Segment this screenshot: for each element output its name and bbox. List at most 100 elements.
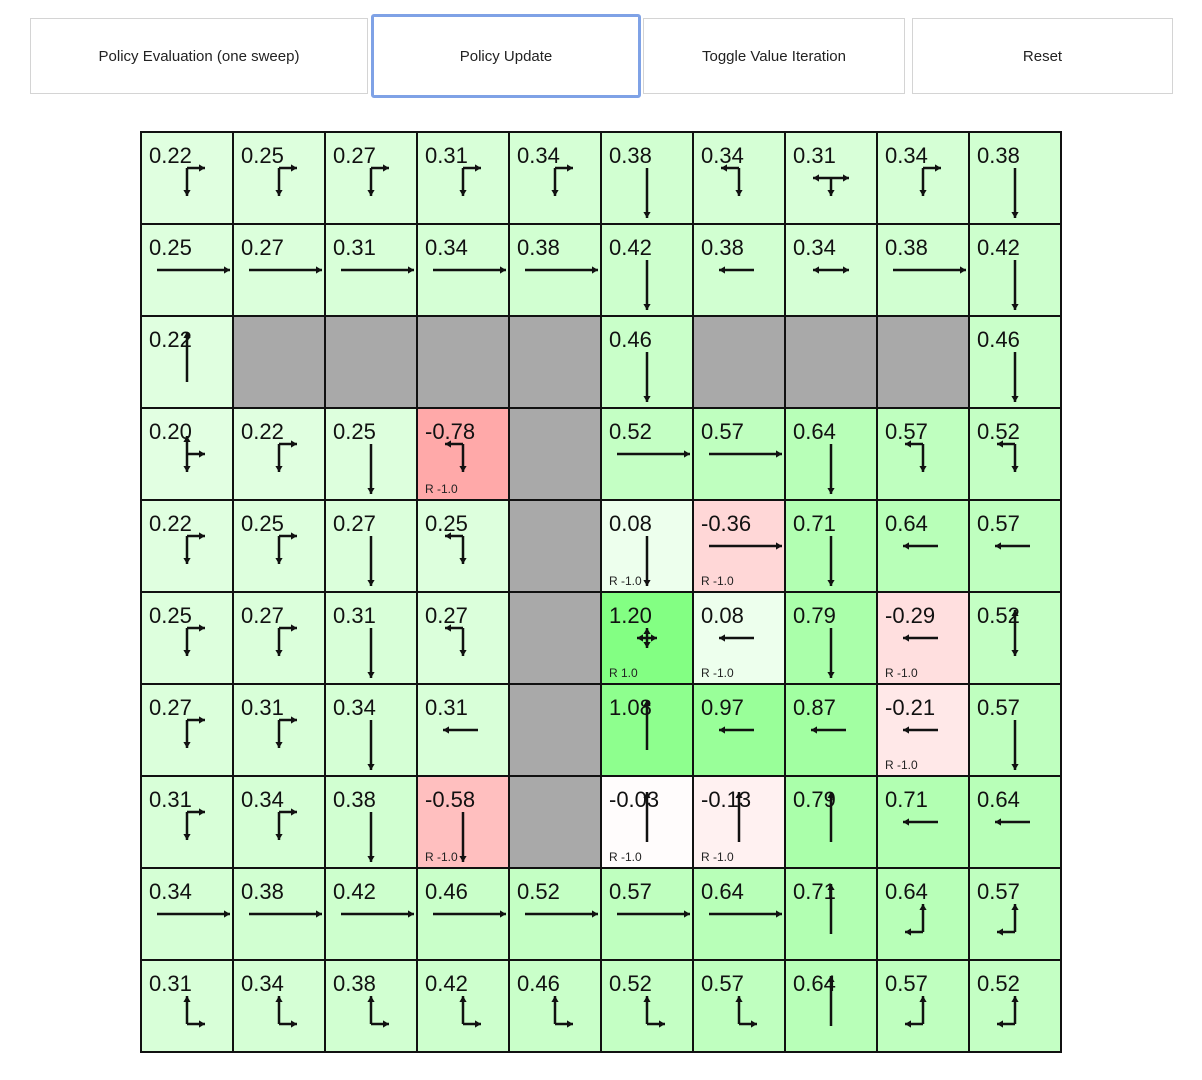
grid-cell[interactable]: 0.27 [234,225,324,315]
wall-cell[interactable] [510,409,600,499]
grid-cell[interactable]: 0.46 [970,317,1060,407]
grid-cell[interactable]: 0.42 [602,225,692,315]
wall-cell[interactable] [326,317,416,407]
grid-cell[interactable]: 0.52 [970,409,1060,499]
wall-cell[interactable] [510,501,600,591]
grid-cell[interactable]: 0.38 [970,133,1060,223]
wall-cell[interactable] [510,317,600,407]
grid-cell[interactable]: 0.31 [234,685,324,775]
grid-cell[interactable]: -0.21 R -1.0 [878,685,968,775]
grid-cell[interactable]: 0.27 [234,593,324,683]
grid-cell[interactable]: 0.57 [694,961,784,1051]
grid-cell[interactable]: 0.52 [970,961,1060,1051]
grid-cell[interactable]: 0.31 [142,777,232,867]
grid-cell[interactable]: 0.27 [142,685,232,775]
grid-cell[interactable]: 0.97 [694,685,784,775]
grid-cell[interactable]: 0.31 [786,133,876,223]
grid-cell[interactable]: 0.34 [234,961,324,1051]
wall-cell[interactable] [234,317,324,407]
grid-cell[interactable]: 0.25 [142,593,232,683]
grid-cell[interactable]: 0.34 [234,777,324,867]
wall-cell[interactable] [510,777,600,867]
grid-cell[interactable]: 0.31 [418,133,508,223]
grid-cell[interactable]: 0.08 R -1.0 [602,501,692,591]
grid-cell[interactable]: 0.34 [878,133,968,223]
grid-cell[interactable]: 0.57 [970,869,1060,959]
grid-cell[interactable]: 0.31 [326,593,416,683]
grid-cell[interactable]: 0.34 [326,685,416,775]
grid-cell[interactable]: 0.34 [786,225,876,315]
grid-cell[interactable]: 0.27 [326,501,416,591]
grid-cell[interactable]: 0.52 [970,593,1060,683]
grid-cell[interactable]: 0.31 [142,961,232,1051]
grid-cell[interactable]: 0.25 [234,133,324,223]
grid-cell[interactable]: 0.22 [234,409,324,499]
grid-cell[interactable]: 0.64 [970,777,1060,867]
grid-cell[interactable]: 0.57 [878,409,968,499]
grid-cell[interactable]: 0.42 [970,225,1060,315]
grid-cell[interactable]: 0.38 [694,225,784,315]
grid-cell[interactable]: 0.27 [326,133,416,223]
grid-cell[interactable]: 0.22 [142,317,232,407]
grid-cell[interactable]: 0.64 [786,961,876,1051]
toggle-value-iteration-button[interactable]: Toggle Value Iteration [643,18,905,94]
grid-cell[interactable]: 0.34 [694,133,784,223]
grid-cell[interactable]: 0.64 [878,501,968,591]
grid-cell[interactable]: 0.64 [786,409,876,499]
grid-cell[interactable]: 0.38 [510,225,600,315]
grid-cell[interactable]: 0.38 [602,133,692,223]
wall-cell[interactable] [510,685,600,775]
grid-cell[interactable]: 0.38 [234,869,324,959]
grid-cell[interactable]: 0.34 [510,133,600,223]
grid-cell[interactable]: 0.42 [326,869,416,959]
grid-cell[interactable]: 0.25 [418,501,508,591]
grid-cell[interactable]: 0.25 [326,409,416,499]
grid-cell[interactable]: 0.08 R -1.0 [694,593,784,683]
grid-cell[interactable]: -0.58 R -1.0 [418,777,508,867]
grid-cell[interactable]: 0.38 [326,777,416,867]
grid-cell[interactable]: 0.71 [786,501,876,591]
grid-cell[interactable]: 0.22 [142,133,232,223]
grid-cell[interactable]: -0.36 R -1.0 [694,501,784,591]
grid-cell[interactable]: 0.42 [418,961,508,1051]
grid-cell[interactable]: 0.52 [510,869,600,959]
grid-cell[interactable]: 1.08 [602,685,692,775]
grid-cell[interactable]: 0.52 [602,409,692,499]
policy-evaluation-button[interactable]: Policy Evaluation (one sweep) [30,18,368,94]
grid-cell[interactable]: 0.20 [142,409,232,499]
grid-cell[interactable]: 0.22 [142,501,232,591]
grid-cell[interactable]: 1.20 R 1.0 [602,593,692,683]
grid-cell[interactable]: 0.87 [786,685,876,775]
grid-cell[interactable]: 0.27 [418,593,508,683]
grid-cell[interactable]: 0.46 [418,869,508,959]
grid-cell[interactable]: 0.64 [878,869,968,959]
grid-cell[interactable]: 0.34 [142,869,232,959]
wall-cell[interactable] [786,317,876,407]
policy-update-button[interactable]: Policy Update [371,14,641,98]
grid-cell[interactable]: 0.71 [878,777,968,867]
grid-cell[interactable]: 0.79 [786,777,876,867]
reset-button[interactable]: Reset [912,18,1173,94]
grid-cell[interactable]: -0.78 R -1.0 [418,409,508,499]
wall-cell[interactable] [510,593,600,683]
grid-cell[interactable]: 0.57 [970,685,1060,775]
grid-cell[interactable]: 0.57 [878,961,968,1051]
wall-cell[interactable] [878,317,968,407]
wall-cell[interactable] [694,317,784,407]
grid-cell[interactable]: -0.29 R -1.0 [878,593,968,683]
grid-cell[interactable]: -0.03 R -1.0 [602,777,692,867]
grid-cell[interactable]: 0.64 [694,869,784,959]
grid-cell[interactable]: -0.13 R -1.0 [694,777,784,867]
grid-cell[interactable]: 0.46 [510,961,600,1051]
grid-cell[interactable]: 0.25 [234,501,324,591]
grid-cell[interactable]: 0.79 [786,593,876,683]
grid-cell[interactable]: 0.34 [418,225,508,315]
grid-cell[interactable]: 0.57 [970,501,1060,591]
grid-cell[interactable]: 0.71 [786,869,876,959]
grid-cell[interactable]: 0.46 [602,317,692,407]
wall-cell[interactable] [418,317,508,407]
grid-cell[interactable]: 0.52 [602,961,692,1051]
grid-cell[interactable]: 0.31 [326,225,416,315]
grid-cell[interactable]: 0.57 [602,869,692,959]
grid-cell[interactable]: 0.38 [878,225,968,315]
